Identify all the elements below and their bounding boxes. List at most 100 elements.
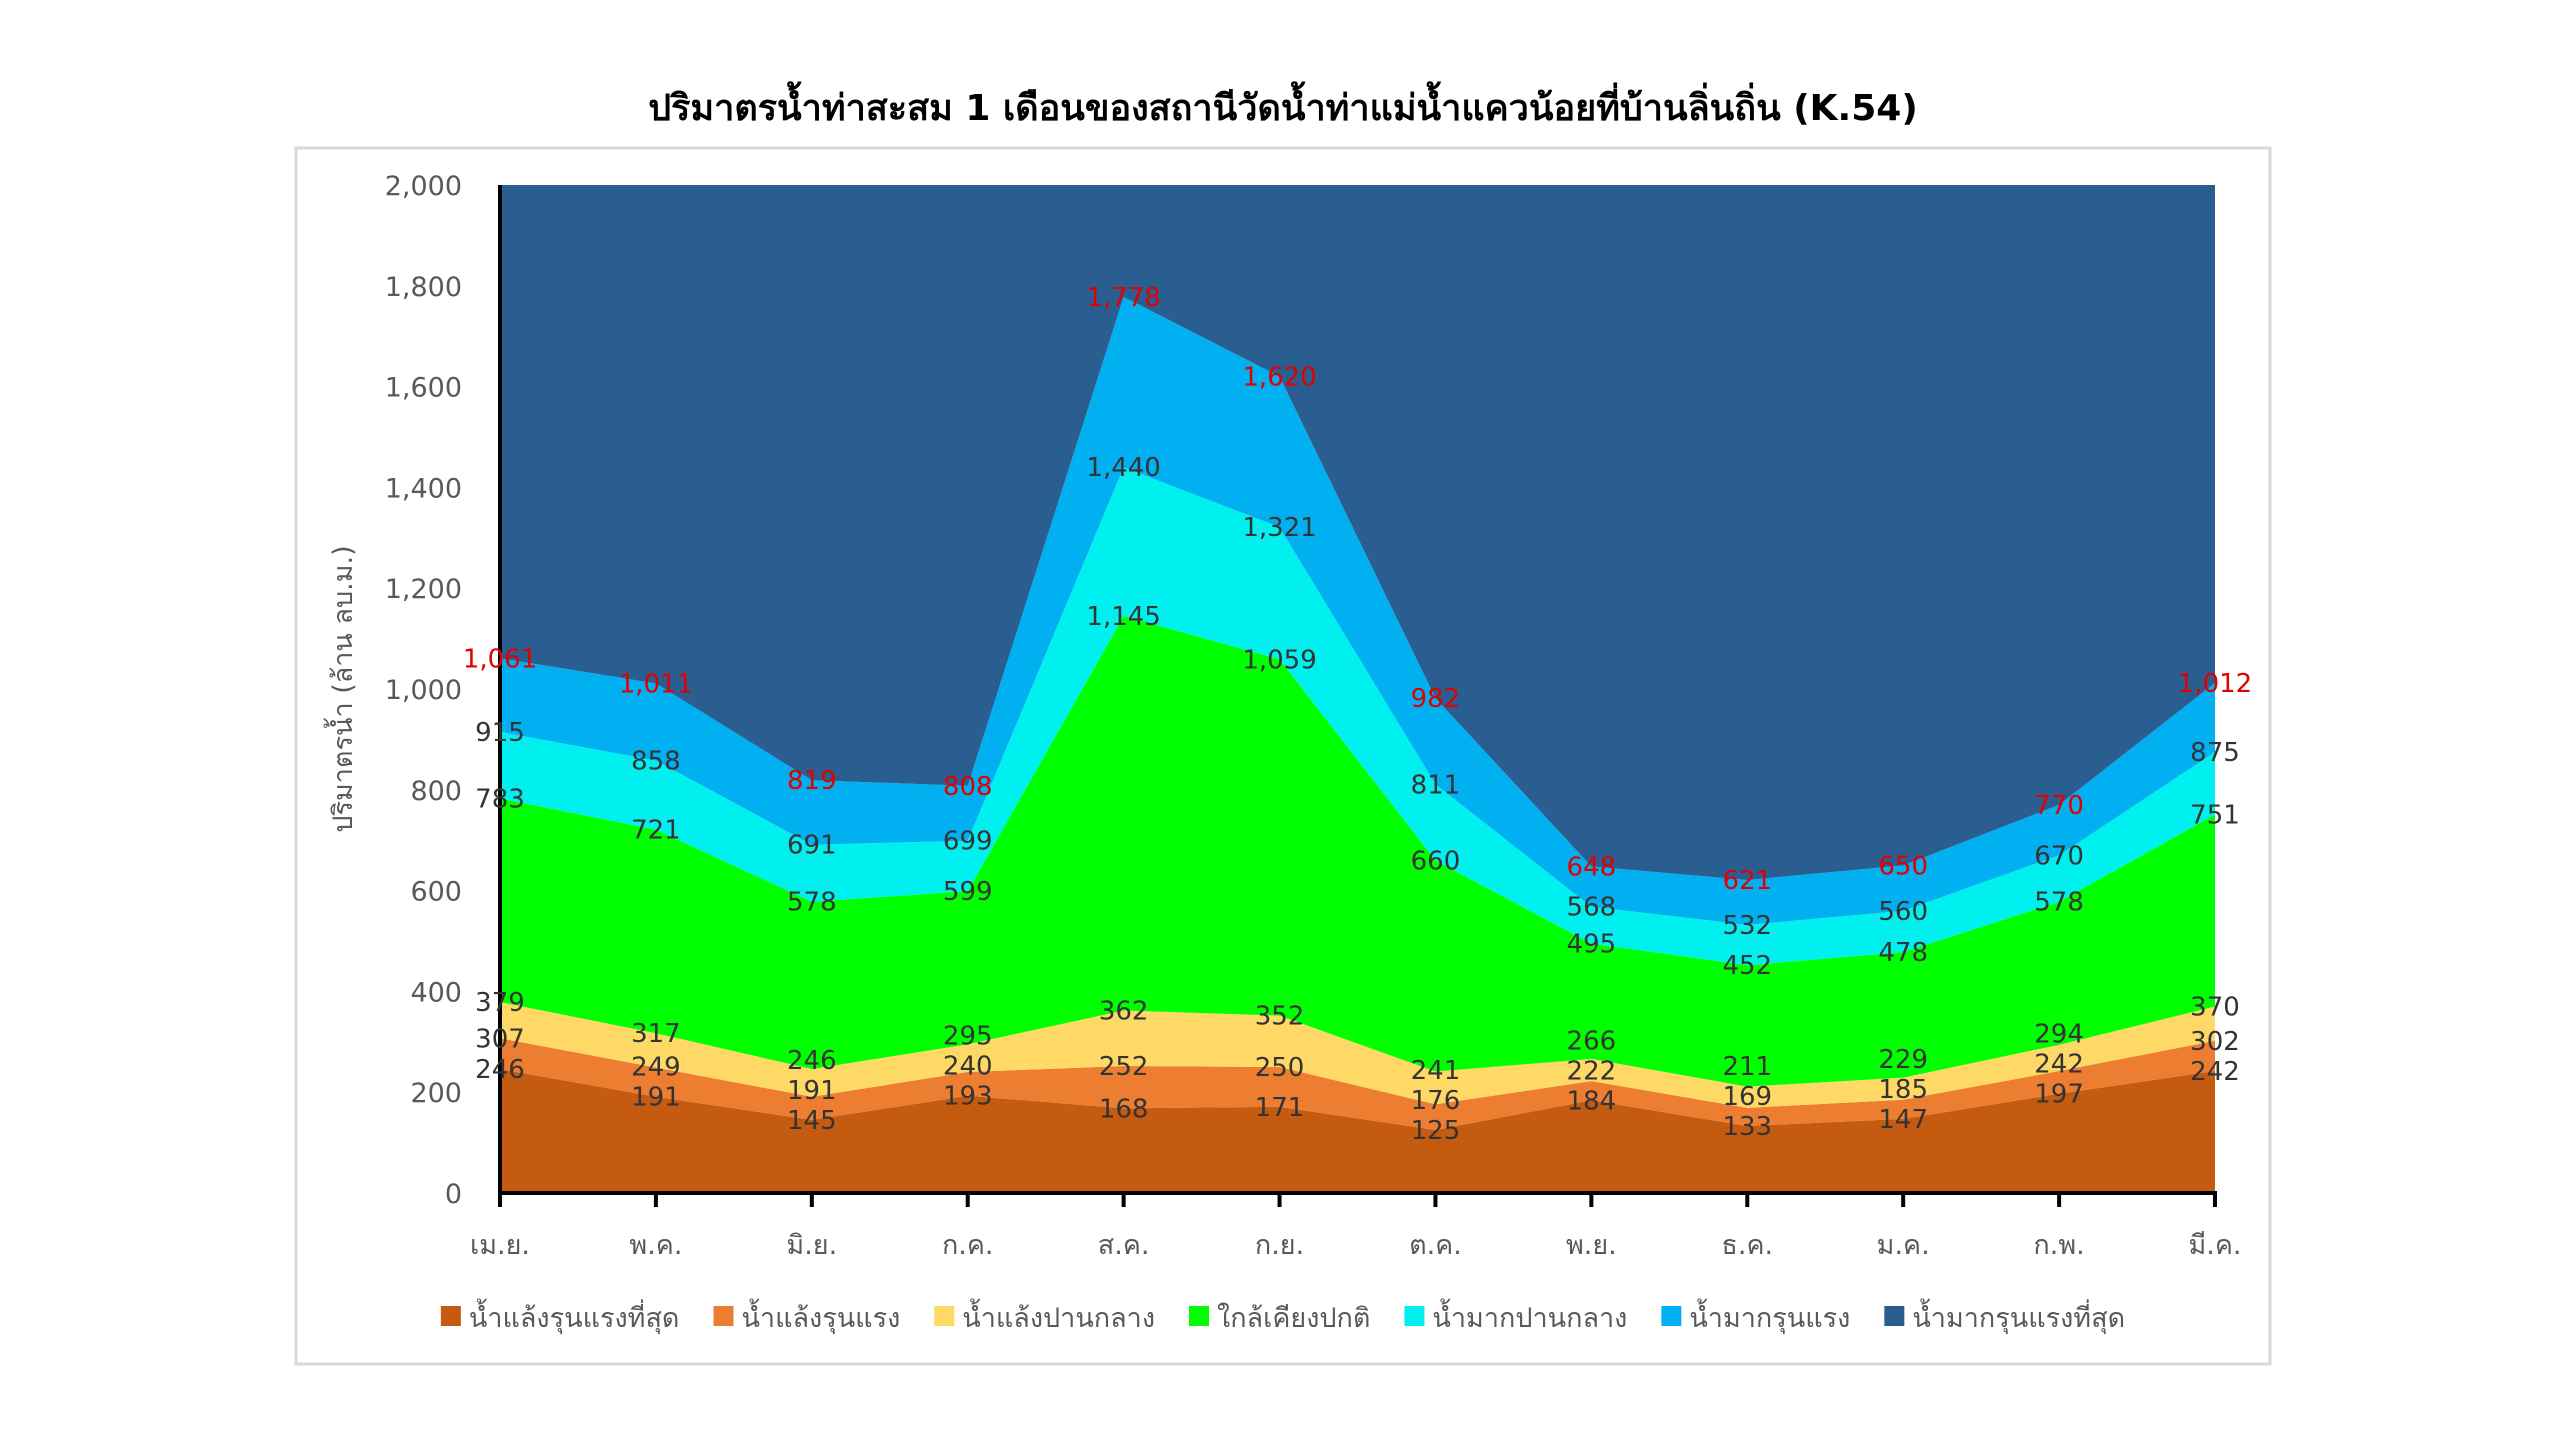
legend-swatch xyxy=(713,1306,734,1326)
y-tick-label: 600 xyxy=(410,877,462,908)
data-label: 222 xyxy=(1567,1056,1617,1086)
chart-title: ปริมาตรน้ำท่าสะสม 1 เดือนของสถานีวัดน้ำท… xyxy=(648,81,1918,129)
area-series-2 xyxy=(500,1038,2215,1130)
data-label: 699 xyxy=(943,827,993,857)
data-label: 168 xyxy=(1099,1094,1149,1124)
data-label: 252 xyxy=(1099,1052,1149,1082)
legend-swatch xyxy=(934,1306,955,1326)
x-tick-label: พ.ค. xyxy=(629,1230,682,1261)
data-label: 352 xyxy=(1255,1002,1305,1032)
data-label: 478 xyxy=(1878,938,1928,968)
data-label: 145 xyxy=(787,1106,837,1136)
data-label: 1,145 xyxy=(1086,602,1160,632)
data-label: 125 xyxy=(1411,1116,1461,1146)
data-label: 560 xyxy=(1878,897,1928,927)
data-label: 249 xyxy=(631,1053,681,1083)
data-label: 302 xyxy=(2190,1027,2240,1057)
data-label: 650 xyxy=(1878,851,1928,881)
y-tick-label: 200 xyxy=(410,1078,462,1109)
data-label: 1,778 xyxy=(1086,283,1160,313)
y-tick-label: 1,200 xyxy=(385,574,462,605)
data-label: 1,440 xyxy=(1086,453,1160,483)
data-label: 211 xyxy=(1722,1052,1772,1082)
data-label: 808 xyxy=(943,772,993,802)
data-label: 191 xyxy=(631,1083,681,1113)
data-label: 295 xyxy=(943,1022,993,1052)
data-label: 751 xyxy=(2190,800,2240,830)
area-series-3 xyxy=(500,1001,2215,1108)
legend-label: ใกล้เคียงปกติ xyxy=(1217,1302,1370,1334)
legend-swatch xyxy=(1661,1306,1682,1326)
legend-label: น้ำแล้งปานกลาง xyxy=(962,1298,1155,1334)
data-label: 858 xyxy=(631,747,681,777)
data-label: 982 xyxy=(1411,684,1461,714)
y-tick-label: 1,400 xyxy=(385,473,462,504)
data-label: 1,059 xyxy=(1242,645,1316,675)
area-series-4 xyxy=(500,615,2215,1087)
x-tick-label: มิ.ย. xyxy=(786,1230,837,1261)
data-label: 915 xyxy=(475,718,525,748)
data-label: 171 xyxy=(1255,1093,1305,1123)
data-label: 250 xyxy=(1255,1053,1305,1083)
data-label: 783 xyxy=(475,784,525,814)
legend: น้ำแล้งรุนแรงที่สุด น้ำแล้งรุนแรง น้ำแล้งป… xyxy=(440,1298,2125,1335)
data-label: 1,061 xyxy=(463,644,537,674)
data-label: 246 xyxy=(475,1055,525,1085)
data-label: 1,011 xyxy=(619,669,693,699)
x-tick-label: เม.ย. xyxy=(470,1230,530,1261)
y-tick-label: 800 xyxy=(410,776,462,807)
data-label: 240 xyxy=(943,1052,993,1082)
data-label: 133 xyxy=(1722,1112,1772,1142)
data-label: 452 xyxy=(1722,951,1772,981)
legend-label: น้ำมากปานกลาง xyxy=(1432,1298,1627,1334)
data-label: 185 xyxy=(1878,1075,1928,1105)
legend-label: น้ำมากรุนแรงที่สุด xyxy=(1912,1298,2125,1335)
y-tick-label: 0 xyxy=(445,1179,462,1210)
data-label: 819 xyxy=(787,766,837,796)
y-tick-label: 400 xyxy=(410,977,462,1008)
axes: 0 200 400 600 800 1,000 1,200 1,400 1,600 1,800 2,… xyxy=(385,171,2242,1261)
data-label: 875 xyxy=(2190,738,2240,768)
data-label: 495 xyxy=(1567,930,1617,960)
y-tick-label: 1,600 xyxy=(385,373,462,404)
data-label: 568 xyxy=(1567,893,1617,923)
legend-swatch xyxy=(1189,1306,1210,1326)
legend-swatch xyxy=(1404,1306,1425,1326)
data-label: 660 xyxy=(1411,846,1461,876)
area-series-1 xyxy=(500,1069,2215,1193)
data-label: 1,321 xyxy=(1242,513,1316,543)
data-label: 1,012 xyxy=(2178,669,2252,699)
data-label: 721 xyxy=(631,816,681,846)
chart-frame xyxy=(294,146,2272,1366)
y-tick-label: 2,000 xyxy=(385,171,462,202)
data-label: 176 xyxy=(1411,1086,1461,1116)
data-label: 1,620 xyxy=(1242,363,1316,393)
data-label: 317 xyxy=(631,1019,681,1049)
data-label: 578 xyxy=(787,888,837,918)
data-label: 193 xyxy=(943,1082,993,1112)
x-tick-label: ก.ย. xyxy=(1255,1230,1304,1261)
data-labels: 2463073797839151,0611912493177218581,011… xyxy=(463,283,2252,1146)
legend-label: น้ำมากรุนแรง xyxy=(1689,1298,1850,1335)
data-label: 242 xyxy=(2190,1057,2240,1087)
legend-label: น้ำแล้งรุนแรง xyxy=(741,1298,900,1335)
data-label: 811 xyxy=(1411,770,1461,800)
data-label: 266 xyxy=(1567,1026,1617,1056)
data-label: 197 xyxy=(2034,1080,2084,1110)
data-label: 169 xyxy=(1722,1082,1772,1112)
y-tick-label: 1,800 xyxy=(385,272,462,303)
x-tick-label: ก.พ. xyxy=(2033,1230,2084,1261)
data-label: 599 xyxy=(943,877,993,907)
area-series-5 xyxy=(500,467,2215,966)
data-label: 670 xyxy=(2034,841,2084,871)
legend-label: น้ำแล้งรุนแรงที่สุด xyxy=(469,1298,680,1335)
data-label: 294 xyxy=(2034,1020,2084,1050)
area-series-6 xyxy=(500,296,2215,925)
data-label: 147 xyxy=(1878,1105,1928,1135)
data-label: 691 xyxy=(787,831,837,861)
data-label: 184 xyxy=(1567,1086,1617,1116)
x-tick-label: มี.ค. xyxy=(2188,1230,2241,1261)
y-tick-label: 1,000 xyxy=(385,675,462,706)
data-label: 370 xyxy=(2190,993,2240,1023)
